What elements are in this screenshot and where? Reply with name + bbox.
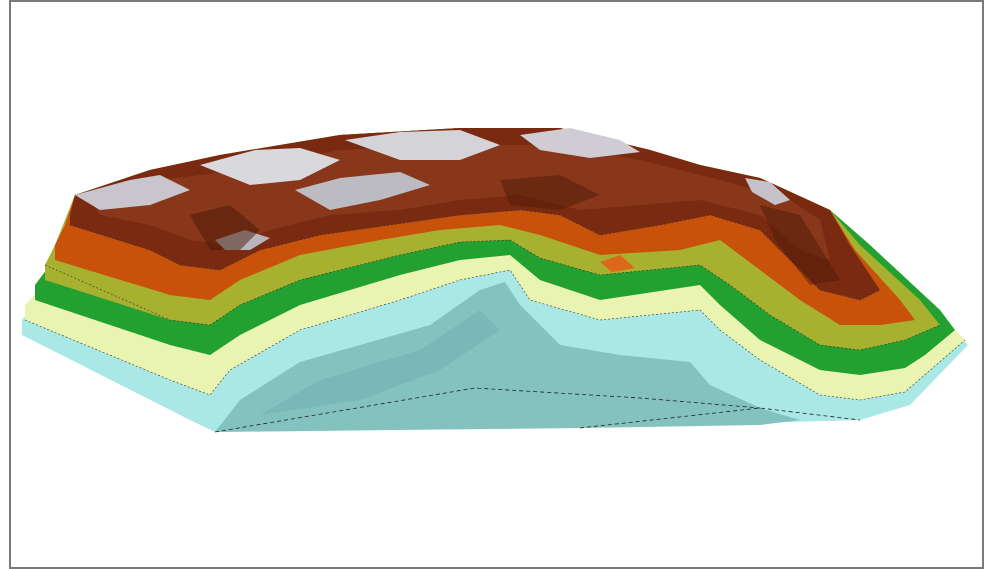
terrain-peak [75,175,190,210]
terrain-peak [745,178,790,205]
terrain-peak [520,128,640,158]
terrain-basin-shade [260,310,500,415]
contour-line [44,239,941,351]
contour-line [579,407,861,429]
contour-line [214,387,761,433]
terrain-peak [295,172,430,210]
terrain-shade [600,255,635,272]
terrain-shade [190,205,260,250]
contour-line [24,269,966,401]
terrain-peak [345,130,500,160]
terrain-shade [760,205,840,285]
terrain-shade [500,175,600,210]
contour-line [69,209,881,301]
terrain-peak [200,148,340,185]
